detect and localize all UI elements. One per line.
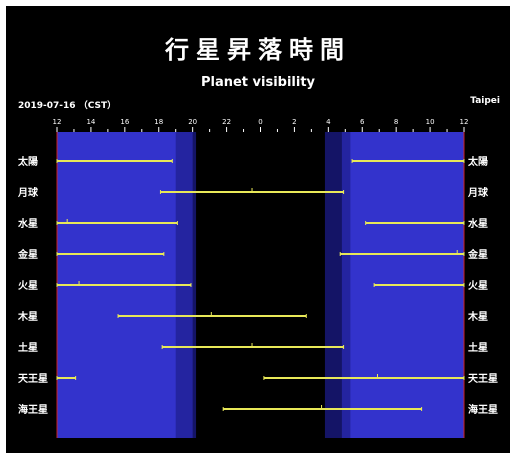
- x-tick-label: 0: [258, 118, 262, 126]
- x-tick-label: 22: [222, 118, 231, 126]
- night-band: [196, 132, 325, 438]
- planet-label-left: 太陽: [17, 155, 38, 168]
- x-tick-label: 4: [326, 118, 331, 126]
- x-tick-label: 2: [292, 118, 296, 126]
- planet-label-left: 天王星: [18, 373, 48, 385]
- x-tick-label: 20: [188, 118, 197, 126]
- planet-label-left: 火星: [18, 280, 38, 292]
- planet-label-left: 海王星: [18, 403, 48, 416]
- x-tick-label: 12: [460, 118, 469, 126]
- x-tick-label: 10: [426, 118, 435, 126]
- x-tick-label: 8: [394, 118, 398, 126]
- planet-label-left: 土星: [18, 341, 38, 354]
- planet-label-right: 天王星: [468, 373, 498, 385]
- x-tick-label: 14: [86, 118, 95, 126]
- planet-label-right: 木星: [467, 310, 488, 323]
- planet-label-right: 太陽: [467, 155, 488, 168]
- x-tick-label: 18: [154, 118, 163, 126]
- planet-label-right: 火星: [468, 280, 488, 292]
- planet-label-right: 月球: [467, 186, 489, 199]
- planet-label-left: 木星: [17, 310, 38, 323]
- planet-label-left: 月球: [17, 186, 39, 199]
- planet-label-left: 水星: [17, 217, 38, 230]
- planet-label-left: 金星: [17, 248, 38, 261]
- chart-frame: 行星昇落時間 Planet visibility 2019-07-16 （CST…: [6, 6, 510, 453]
- planet-label-right: 土星: [468, 341, 488, 354]
- planet-label-right: 水星: [467, 217, 488, 230]
- x-tick-label: 6: [360, 118, 365, 126]
- x-tick-label: 16: [120, 118, 129, 126]
- planet-label-right: 海王星: [468, 403, 498, 416]
- x-tick-label: 12: [53, 118, 62, 126]
- planet-label-right: 金星: [467, 248, 488, 261]
